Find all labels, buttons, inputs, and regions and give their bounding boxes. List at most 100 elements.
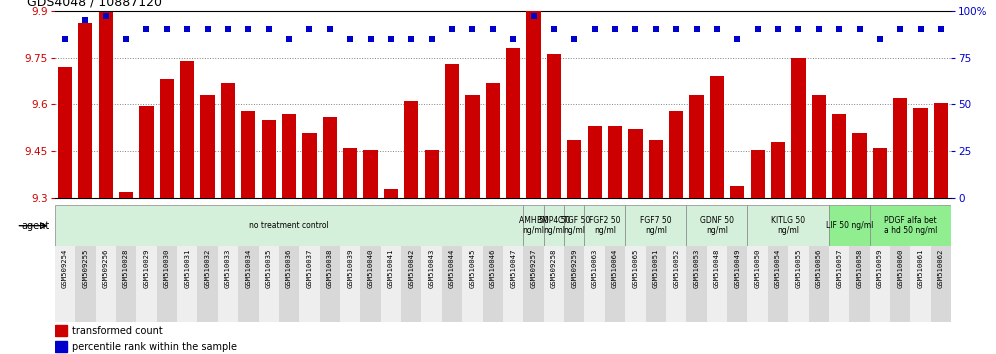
Bar [462, 246, 483, 322]
Text: GSM510059: GSM510059 [876, 248, 882, 288]
Text: GSM510030: GSM510030 [163, 248, 170, 288]
Bar [686, 246, 707, 322]
Bar [486, 82, 500, 198]
Text: GSM510038: GSM510038 [327, 248, 333, 288]
Bar [139, 106, 153, 198]
Bar [812, 95, 826, 198]
Text: GSM509258: GSM509258 [551, 248, 557, 288]
Bar [55, 205, 523, 246]
Text: GDS4048 / 10887120: GDS4048 / 10887120 [27, 0, 162, 8]
Bar [119, 192, 133, 198]
Bar [751, 150, 765, 198]
Bar [442, 246, 462, 322]
Text: GSM510053: GSM510053 [693, 248, 699, 288]
Bar [523, 246, 544, 322]
Bar [299, 246, 320, 322]
Text: GSM510062: GSM510062 [938, 248, 944, 288]
Text: GSM510043: GSM510043 [428, 248, 434, 288]
Bar [116, 246, 136, 322]
Bar [380, 246, 401, 322]
Bar [829, 246, 850, 322]
Bar [303, 133, 317, 198]
Bar [99, 12, 113, 198]
Bar [200, 95, 215, 198]
Bar [197, 246, 218, 322]
Bar [383, 189, 398, 198]
Bar [320, 246, 340, 322]
Bar [340, 246, 361, 322]
Text: GSM510051: GSM510051 [652, 248, 658, 288]
Bar [55, 341, 67, 353]
Text: FGF7 50
ng/ml: FGF7 50 ng/ml [640, 216, 671, 235]
Bar [58, 67, 72, 198]
Bar [544, 205, 564, 246]
Bar [707, 246, 727, 322]
Text: GSM509254: GSM509254 [62, 248, 68, 288]
Text: AMH 50
ng/ml: AMH 50 ng/ml [519, 216, 549, 235]
Bar [218, 246, 238, 322]
Bar [567, 141, 582, 198]
Bar [829, 205, 870, 246]
Bar [282, 114, 296, 198]
Bar [361, 246, 380, 322]
Text: BMP4 50
ng/ml: BMP4 50 ng/ml [537, 216, 571, 235]
Text: no treatment control: no treatment control [249, 221, 329, 230]
Bar [853, 133, 867, 198]
Bar [421, 246, 442, 322]
Text: GSM510050: GSM510050 [755, 248, 761, 288]
Bar [870, 205, 951, 246]
Text: GSM510033: GSM510033 [225, 248, 231, 288]
Bar [870, 246, 890, 322]
Bar [768, 246, 788, 322]
Bar [689, 95, 703, 198]
Text: GSM510056: GSM510056 [816, 248, 822, 288]
Text: GSM510054: GSM510054 [775, 248, 781, 288]
Text: GSM510037: GSM510037 [307, 248, 313, 288]
Bar [503, 246, 523, 322]
Bar [404, 101, 418, 198]
Bar [544, 246, 564, 322]
Bar [523, 205, 544, 246]
Bar [625, 205, 686, 246]
Bar [913, 108, 927, 198]
Bar [809, 246, 829, 322]
Text: GDNF 50
ng/ml: GDNF 50 ng/ml [700, 216, 734, 235]
Bar [872, 148, 887, 198]
Text: GSM510065: GSM510065 [632, 248, 638, 288]
Text: GSM510060: GSM510060 [897, 248, 903, 288]
Text: GSM509256: GSM509256 [103, 248, 109, 288]
Bar [585, 205, 625, 246]
Text: transformed count: transformed count [72, 326, 163, 336]
Text: GSM510031: GSM510031 [184, 248, 190, 288]
Bar [605, 246, 625, 322]
Bar [259, 246, 279, 322]
Bar [238, 246, 259, 322]
Bar [364, 150, 377, 198]
Bar [241, 111, 255, 198]
Bar [279, 246, 299, 322]
Bar [445, 64, 459, 198]
Bar [666, 246, 686, 322]
Text: GSM509257: GSM509257 [531, 248, 537, 288]
Bar [710, 76, 724, 198]
Text: GSM510058: GSM510058 [857, 248, 863, 288]
Bar [79, 23, 93, 198]
Text: KITLG 50
ng/ml: KITLG 50 ng/ml [771, 216, 805, 235]
Bar [159, 79, 174, 198]
Bar [465, 95, 479, 198]
Text: GSM510034: GSM510034 [245, 248, 251, 288]
Text: GSM510047: GSM510047 [510, 248, 516, 288]
Bar [564, 246, 585, 322]
Text: GSM510044: GSM510044 [449, 248, 455, 288]
Text: GSM510039: GSM510039 [348, 248, 354, 288]
Text: GSM510057: GSM510057 [836, 248, 843, 288]
Bar [608, 126, 622, 198]
Text: LIF 50 ng/ml: LIF 50 ng/ml [826, 221, 873, 230]
Text: GSM510063: GSM510063 [592, 248, 598, 288]
Bar [136, 246, 156, 322]
Text: GSM510035: GSM510035 [266, 248, 272, 288]
Bar [585, 246, 605, 322]
Text: GSM510049: GSM510049 [734, 248, 740, 288]
Bar [527, 11, 541, 198]
Text: GSM510036: GSM510036 [286, 248, 292, 288]
